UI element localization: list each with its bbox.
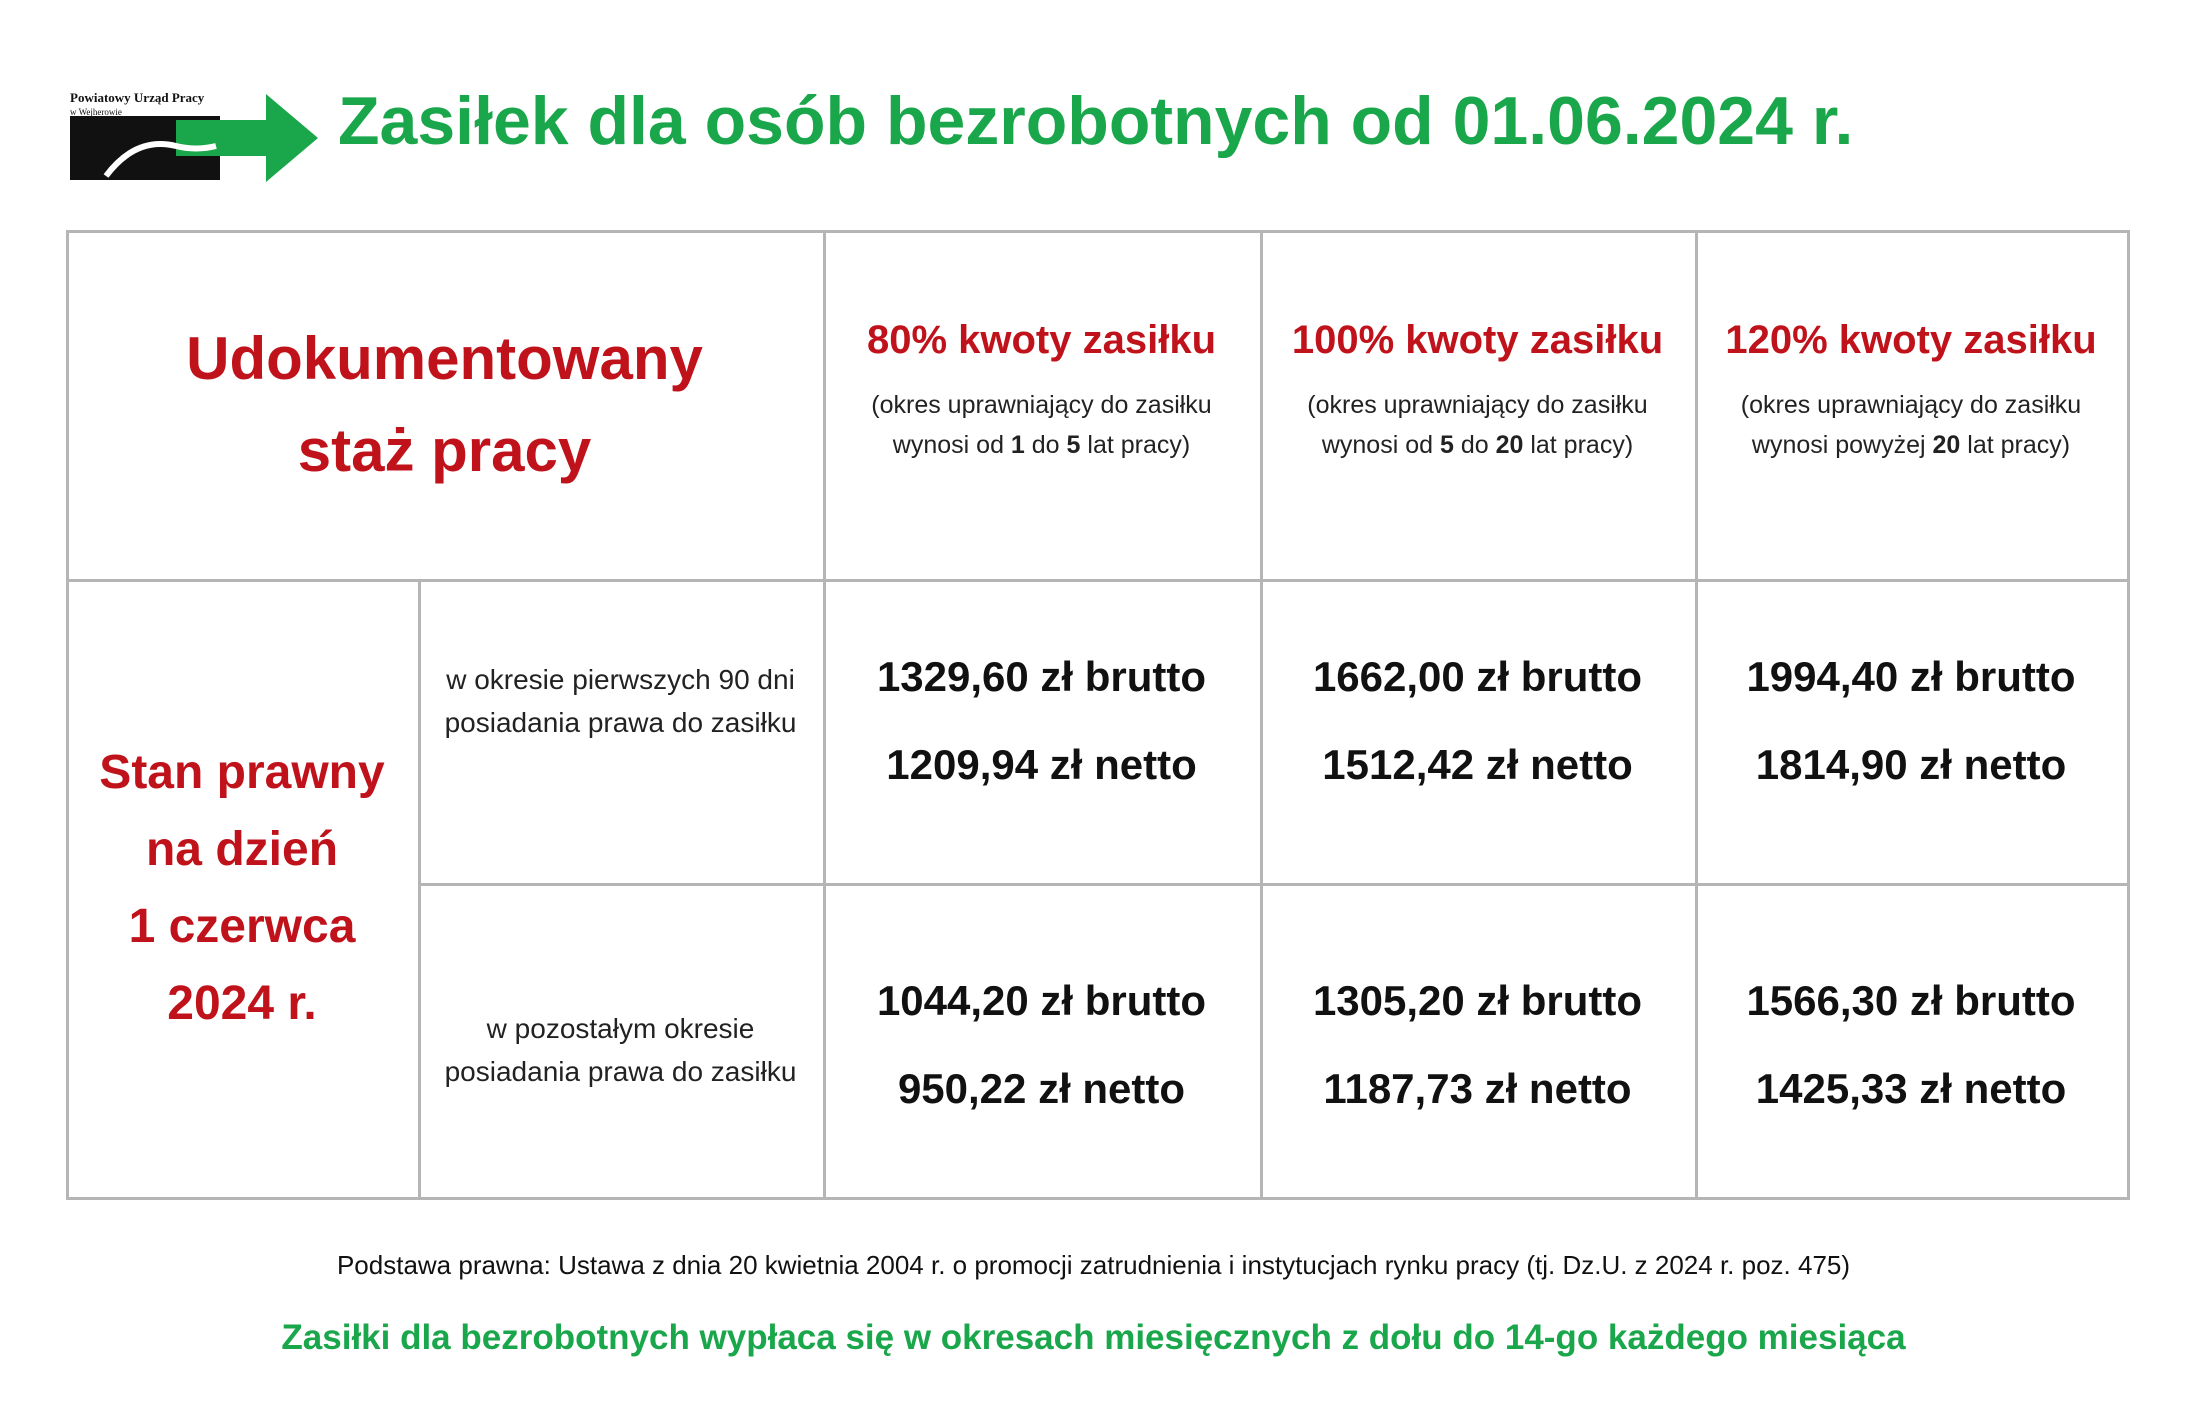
row-group-line: 1 czerwca — [128, 900, 356, 953]
row-group-line: 2024 r. — [167, 977, 317, 1030]
note-text: lat pracy) — [1960, 431, 2071, 459]
amount-cell: 1662,00 zł brutto 1512,42 zł netto — [1260, 579, 1695, 883]
note-text: lat pracy) — [1523, 431, 1634, 459]
logo-place: w Wejherowie — [70, 107, 122, 117]
note-number: 20 — [1932, 431, 1961, 459]
net-amount: 1814,90 zł netto — [1755, 741, 2067, 788]
border-line — [2127, 230, 2130, 1200]
column-header: 80% kwoty zasiłku (okres uprawniający do … — [823, 230, 1260, 579]
row-label: w okresie pierwszych 90 dni posiadania p… — [444, 664, 797, 738]
column-note: (okres uprawniający do zasiłku wynosi po… — [1695, 385, 2127, 465]
payment-note: Zasiłki dla bezrobotnych wypłaca się w o… — [281, 1318, 1906, 1357]
column-title: 100% kwoty zasiłku — [1291, 318, 1664, 362]
note-text: do — [1453, 431, 1496, 459]
row-label: w pozostałym okresie posiadania prawa do… — [444, 1013, 797, 1087]
note-number: 20 — [1495, 431, 1524, 459]
note-number: 5 — [1439, 431, 1454, 459]
column-title: 120% kwoty zasiłku — [1725, 318, 2097, 362]
amount-cell: 1566,30 zł brutto 1425,33 zł netto — [1695, 883, 2127, 1197]
border-line — [1695, 230, 1698, 1200]
logo-arrow — [176, 94, 318, 182]
amount-cell: 1044,20 zł brutto 950,22 zł netto — [823, 883, 1260, 1197]
gross-amount: 1305,20 zł brutto — [1312, 977, 1643, 1024]
note-number: 5 — [1066, 431, 1081, 459]
border-line — [418, 883, 2130, 886]
note-number: 1 — [1010, 431, 1025, 459]
border-line — [66, 230, 2130, 233]
border-line — [66, 1197, 2130, 1200]
net-amount: 1187,73 zł netto — [1323, 1065, 1632, 1112]
note-text: do — [1024, 431, 1067, 459]
gross-amount: 1044,20 zł brutto — [876, 977, 1207, 1024]
column-note: (okres uprawniający do zasiłku wynosi od… — [1260, 385, 1695, 465]
gross-amount: 1566,30 zł brutto — [1746, 977, 2076, 1024]
legal-basis: Podstawa prawna: Ustawa z dnia 20 kwietn… — [336, 1250, 1851, 1280]
border-line — [66, 579, 2130, 582]
border-line — [418, 579, 421, 1200]
column-header: 100% kwoty zasiłku (okres uprawniający do… — [1260, 230, 1695, 579]
column-title: 80% kwoty zasiłku — [866, 318, 1217, 362]
gross-amount: 1994,40 zł brutto — [1746, 653, 2076, 700]
net-amount: 1425,33 zł netto — [1755, 1065, 2067, 1112]
note-text: (okres uprawniający do zasiłku wynosi po… — [1740, 391, 2082, 459]
row-group-line: Stan prawny — [99, 746, 385, 799]
border-line — [66, 230, 69, 1200]
row-group: Stan prawny na dzień 1 czerwca 2024 r. — [66, 579, 418, 1197]
note-text: (okres uprawniający do zasiłku wynosi od — [1307, 391, 1648, 459]
amount-cell: 1305,20 zł brutto 1187,73 zł netto — [1260, 883, 1695, 1197]
net-amount: 950,22 zł netto — [897, 1065, 1186, 1112]
net-amount: 1209,94 zł netto — [886, 741, 1197, 788]
column-note: (okres uprawniający do zasiłku wynosi od… — [823, 385, 1260, 465]
row-group-line: na dzień — [145, 823, 339, 876]
title: Zasiłek dla osób bezrobotnych od 01.06.2… — [338, 83, 1854, 159]
border-line — [1260, 230, 1263, 1200]
column-header: 120% kwoty zasiłku (okres uprawniający do… — [1695, 230, 2127, 579]
gross-amount: 1329,60 zł brutto — [876, 653, 1207, 700]
note-text: lat pracy) — [1080, 431, 1191, 459]
logo-name: Powiatowy Urząd Pracy — [70, 90, 205, 105]
border-line — [823, 230, 826, 1200]
gross-amount: 1662,00 zł brutto — [1312, 653, 1643, 700]
corner-header: Udokumentowany staż pracy — [186, 324, 703, 484]
amount-cell: 1994,40 zł brutto 1814,90 zł netto — [1695, 579, 2127, 883]
net-amount: 1512,42 zł netto — [1322, 741, 1633, 788]
note-text: (okres uprawniający do zasiłku wynosi od — [871, 391, 1212, 459]
logo: Powiatowy Urząd Pracy w Wejherowie — [70, 90, 318, 182]
amount-cell: 1329,60 zł brutto 1209,94 zł netto — [823, 579, 1260, 883]
logo-hands — [103, 141, 217, 178]
